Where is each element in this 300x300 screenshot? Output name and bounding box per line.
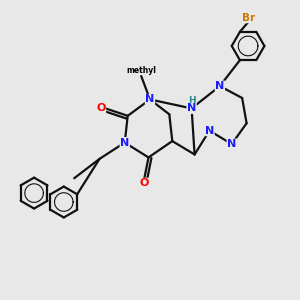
Text: O: O <box>140 178 149 188</box>
Text: N: N <box>146 94 154 104</box>
Text: methyl: methyl <box>126 66 156 75</box>
Text: Br: Br <box>242 13 255 23</box>
Text: N: N <box>120 138 129 148</box>
Text: N: N <box>187 103 196 113</box>
Text: O: O <box>96 103 106 113</box>
Text: N: N <box>205 126 214 136</box>
Text: N: N <box>227 139 236 149</box>
Text: N: N <box>215 81 224 91</box>
Text: H: H <box>188 97 195 106</box>
